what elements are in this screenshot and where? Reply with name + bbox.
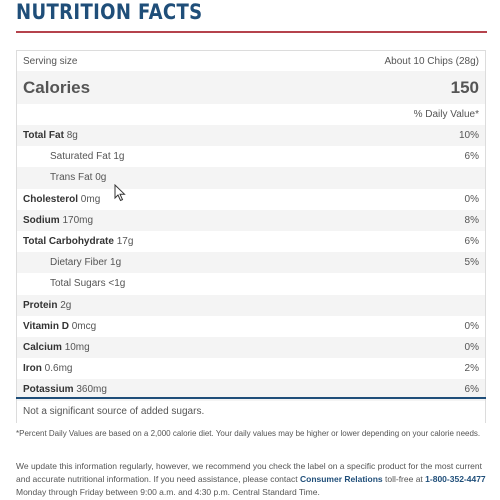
nutrient-amount: 10mg (64, 342, 90, 354)
update-notice-text-2: toll-free at (382, 474, 426, 484)
nutrient-amount: 360mg (76, 384, 107, 396)
nutrient-name: Total Fat (23, 130, 64, 142)
added-sugars-note: Not a significant source of added sugars… (23, 406, 205, 417)
mouse-pointer-icon (114, 184, 126, 202)
calories-value: 150 (450, 77, 479, 97)
nutrient-row: Dietary Fiber 1g 5% (17, 252, 485, 274)
phone-number-link[interactable]: 1-800-352-4477 (425, 474, 486, 484)
nutrient-label: Total Carbohydrate 17g (23, 236, 133, 247)
nutrient-row: Total Carbohydrate 17g 6% (17, 231, 485, 252)
nutrient-label: Protein 2g (23, 300, 71, 311)
nutrient-name: Cholesterol (23, 193, 79, 205)
nutrient-amount: 17g (116, 236, 134, 248)
update-notice-text-3: Monday through Friday between 9:00 a.m. … (16, 487, 320, 497)
update-notice: We update this information regularly, ho… (16, 460, 486, 499)
calories-label: Calories (23, 77, 91, 97)
nutrient-row: Protein 2g (17, 294, 485, 316)
nutrient-amount: 0.6mg (44, 363, 73, 375)
nutrient-daily-value: 2% (464, 363, 479, 375)
update-notice-text: We update this information regularly, ho… (16, 461, 483, 484)
nutrient-daily-value: 6% (464, 151, 479, 163)
nutrient-daily-value: 0% (464, 342, 479, 354)
daily-value-header: % Daily Value* (17, 104, 485, 125)
nutrient-row: Calcium 10mg 0% (17, 337, 485, 359)
nutrient-amount: 1g (110, 257, 122, 269)
nutrient-name: Sodium (23, 214, 60, 226)
nutrient-row: Vitamin D 0mcg 0% (17, 316, 485, 337)
calories-row: Calories 150 (17, 71, 485, 104)
nutrient-row: Total Fat 8g 10% (17, 125, 485, 147)
daily-value-footnote: *Percent Daily Values are based on a 2,0… (16, 429, 481, 438)
nutrient-daily-value: 8% (464, 214, 479, 226)
nutrient-name: Calcium (23, 342, 62, 354)
nutrient-name: Potassium (23, 384, 74, 396)
nutrient-label: Trans Fat 0g (23, 172, 106, 183)
page-title: NUTRITION FACTS (16, 0, 203, 24)
nutrition-table: Serving size About 10 Chips (28g) Calori… (16, 50, 486, 423)
nutrient-amount: 0mcg (71, 320, 97, 332)
added-sugars-row: Not a significant source of added sugars… (17, 401, 485, 422)
serving-size-label: Serving size (23, 55, 78, 67)
nutrient-row: Trans Fat 0g (17, 167, 485, 189)
nutrient-label: Calcium 10mg (23, 342, 90, 353)
nutrient-row: Potassium 360mg 6% (17, 379, 485, 401)
nutrient-label: Potassium 360mg (23, 384, 107, 395)
nutrient-daily-value: 5% (464, 257, 479, 269)
nutrient-amount: 170mg (62, 214, 94, 226)
consumer-relations-link[interactable]: Consumer Relations (299, 474, 383, 484)
nutrient-amount: 1g (113, 151, 125, 163)
nutrient-name: Total Carbohydrate (23, 236, 114, 248)
nutrient-row: Saturated Fat 1g 6% (17, 146, 485, 167)
nutrient-label: Vitamin D 0mcg (23, 321, 96, 332)
nutrient-label: Total Sugars <1g (23, 278, 125, 289)
nutrient-amount: 0g (95, 172, 107, 184)
nutrient-label: Iron 0.6mg (23, 363, 72, 374)
nutrient-daily-value: 0% (464, 320, 479, 332)
nutrient-row: Iron 0.6mg 2% (17, 358, 485, 379)
nutrient-label: Cholesterol 0mg (23, 194, 100, 205)
nutrient-label: Dietary Fiber 1g (23, 257, 121, 268)
nutrient-daily-value: 6% (464, 384, 479, 396)
nutrient-daily-value: 0% (464, 193, 479, 205)
serving-size-row: Serving size About 10 Chips (28g) (17, 51, 485, 71)
nutrient-name: Trans Fat (50, 172, 93, 184)
nutrient-amount: 0mg (80, 193, 101, 205)
nutrient-daily-value: 10% (458, 130, 479, 142)
nutrient-daily-value: 6% (464, 236, 479, 248)
nutrient-label: Sodium 170mg (23, 215, 93, 226)
nutrient-name: Dietary Fiber (50, 257, 108, 269)
nutrient-name: Saturated Fat (50, 151, 111, 163)
daily-value-header-label: % Daily Value* (413, 109, 479, 120)
nutrient-name: Iron (23, 363, 42, 375)
nutrient-amount: 8g (66, 130, 78, 142)
nutrient-row: Cholesterol 0mg 0% (17, 189, 485, 210)
nutrient-name: Total Sugars (50, 278, 106, 290)
title-divider (16, 31, 487, 33)
nutrient-row: Sodium 170mg 8% (17, 209, 485, 231)
nutrient-row: Total Sugars <1g (17, 273, 485, 294)
nutrient-amount: 2g (60, 299, 72, 311)
nutrient-label: Total Fat 8g (23, 130, 78, 141)
serving-size-value: About 10 Chips (28g) (384, 55, 479, 67)
nutrient-label: Saturated Fat 1g (23, 151, 125, 162)
table-bottom-divider (16, 397, 486, 399)
nutrient-name: Protein (23, 299, 58, 311)
nutrient-name: Vitamin D (23, 320, 69, 332)
nutrient-amount: <1g (108, 278, 126, 290)
